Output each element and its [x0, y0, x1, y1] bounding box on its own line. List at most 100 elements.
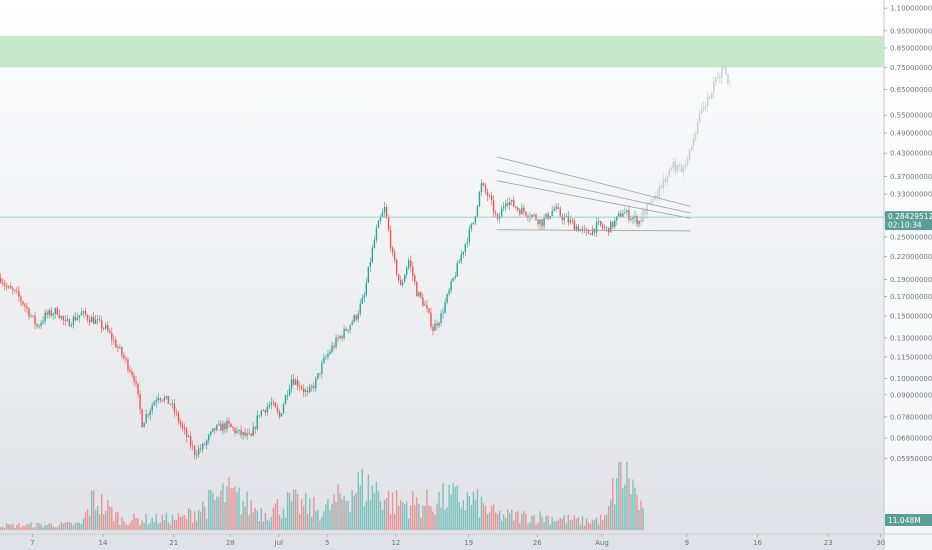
candle-296	[597, 221, 600, 223]
volume-bar-130	[262, 521, 264, 530]
candle-281	[567, 216, 570, 223]
volume-bar-36	[72, 525, 75, 530]
volume-bar-244	[492, 503, 495, 530]
volume-bar-127	[256, 510, 258, 530]
candle-192	[387, 217, 390, 230]
candle-167	[337, 337, 339, 339]
candle-86	[173, 403, 176, 413]
volume-bar-141	[284, 517, 287, 530]
candle-85	[171, 403, 174, 405]
volume-bar-16	[32, 527, 34, 530]
candle-172	[347, 329, 349, 331]
candle-102	[206, 440, 208, 445]
volume-bar-41	[82, 518, 85, 530]
projection-candle-349	[706, 96, 709, 107]
volume-bar-99	[199, 511, 202, 530]
candle-230	[464, 243, 466, 252]
volume-bar-208	[420, 517, 422, 530]
candle-245	[494, 212, 497, 215]
x-tick-label-0: 7	[30, 539, 34, 547]
candle-30	[60, 316, 62, 319]
volume-bar-285	[575, 518, 578, 530]
volume-bar-306	[618, 462, 620, 530]
volume-bar-78	[157, 523, 159, 530]
volume-bar-59	[119, 525, 121, 530]
candle-231	[466, 242, 469, 244]
volume-bar-31	[62, 523, 65, 530]
candle-305	[616, 216, 618, 221]
volume-bar-212	[428, 505, 430, 530]
candle-201	[406, 267, 408, 276]
candle-267	[539, 219, 541, 225]
volume-bar-6	[12, 523, 14, 530]
volume-bar-11	[22, 525, 24, 530]
y-tick-label-2: 0.85000000	[890, 44, 932, 52]
volume-bar-106	[214, 500, 216, 530]
volume-bar-243	[490, 505, 493, 530]
projection-candle-326	[660, 186, 663, 189]
candle-240	[484, 185, 487, 192]
candle-8	[16, 290, 18, 292]
projection-candle-331	[670, 168, 673, 170]
projection-candle-321	[650, 201, 652, 204]
volume-bar-160	[323, 511, 325, 530]
y-tick-label-6: 0.49000000	[890, 130, 932, 138]
volume-bar-309	[624, 484, 626, 530]
y-tick-label-19: 0.09000000	[890, 391, 932, 399]
volume-bar-295	[595, 517, 598, 530]
candle-202	[408, 260, 410, 268]
volume-bar-43	[86, 509, 89, 530]
candle-134	[270, 402, 273, 406]
candle-124	[250, 433, 252, 437]
candle-127	[256, 415, 258, 429]
candle-99	[199, 448, 202, 450]
candle-275	[555, 206, 557, 209]
volume-bar-100	[202, 501, 204, 530]
candle-130	[262, 409, 264, 411]
candle-137	[276, 407, 279, 412]
candle-238	[480, 183, 483, 193]
volume-bar-39	[78, 522, 81, 530]
candle-45	[90, 317, 93, 323]
candle-59	[119, 347, 121, 348]
volume-bar-66	[133, 513, 135, 530]
candle-219	[442, 312, 444, 314]
volume-bar-236	[476, 489, 479, 530]
candle-143	[288, 388, 291, 395]
y-tick-label-17: 0.11500000	[890, 353, 932, 361]
volume-bar-146	[294, 489, 297, 530]
candle-209	[422, 297, 424, 306]
volume-bar-268	[541, 516, 543, 530]
volume-bar-296	[597, 524, 600, 530]
volume-bar-86	[173, 519, 176, 530]
volume-bar-34	[68, 522, 71, 530]
volume-bar-126	[254, 507, 256, 530]
x-tick-label-13: 30	[876, 539, 885, 547]
candle-254	[513, 199, 515, 207]
volume-bar-135	[272, 507, 275, 530]
candle-242	[488, 195, 491, 197]
projection-candle-325	[658, 186, 660, 198]
x-tick-label-8: 26	[533, 539, 542, 547]
volume-bar-213	[430, 506, 432, 530]
candle-9	[18, 290, 20, 297]
volume-bar-144	[290, 501, 293, 530]
volume-bar-190	[383, 500, 386, 530]
volume-bar-76	[153, 521, 155, 530]
candle-293	[591, 228, 594, 235]
volume-label-bg	[885, 514, 932, 526]
volume-bar-71	[143, 522, 145, 530]
candle-123	[248, 433, 250, 434]
candle-5	[10, 286, 12, 289]
candle-145	[292, 379, 295, 385]
x-tick-label-2: 21	[169, 539, 178, 547]
volume-bar-297	[599, 514, 602, 530]
projection-candle-355	[719, 76, 721, 78]
volume-bar-267	[539, 511, 541, 530]
volume-bar-69	[139, 525, 141, 530]
y-tick-label-18: 0.10000000	[890, 375, 932, 383]
volume-bar-253	[511, 509, 513, 530]
volume-bar-148	[298, 513, 301, 530]
volume-bar-26	[52, 526, 54, 530]
